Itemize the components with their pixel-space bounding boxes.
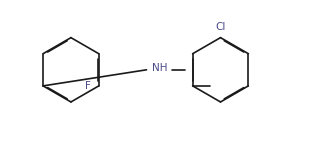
- Text: Cl: Cl: [215, 22, 226, 32]
- Text: F: F: [85, 81, 91, 91]
- Text: NH: NH: [152, 63, 167, 73]
